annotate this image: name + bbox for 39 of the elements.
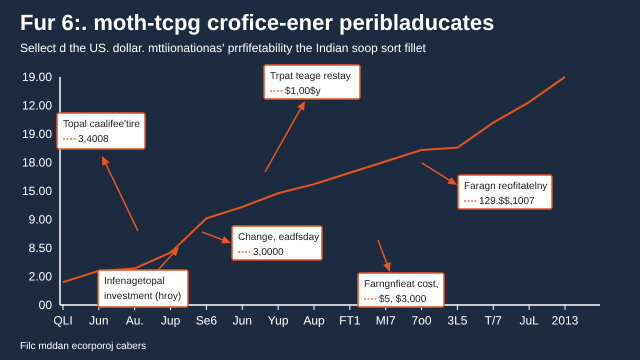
annotation: Faragn reofitatelny bbox=[464, 181, 548, 192]
annotation: $1,00$y bbox=[285, 86, 321, 97]
x-tick-label: 3L5 bbox=[447, 314, 468, 328]
annotation: investment (hroy) bbox=[104, 291, 182, 302]
annotation: Change, eadfsday bbox=[238, 232, 320, 243]
x-tick-label: Jun bbox=[232, 314, 252, 328]
x-tick-label: T/7 bbox=[484, 314, 502, 328]
text: 12.00 bbox=[22, 98, 52, 113]
annotation: $5, $3,000 bbox=[379, 294, 427, 305]
x-tick-label: Aup bbox=[303, 314, 325, 328]
text: Filc mddan ecorporoj cabers bbox=[20, 341, 146, 352]
x-tick-label: FT1 bbox=[339, 314, 361, 328]
x-tick-label: Au. bbox=[126, 314, 144, 328]
x-tick-label: QLI bbox=[53, 314, 73, 328]
annotation: Topal caalifee'tire bbox=[63, 119, 140, 130]
annotation: 129.$$,1007 bbox=[479, 196, 536, 207]
text: 19.00 bbox=[22, 70, 52, 84]
annotation: Infenagetopal bbox=[104, 276, 165, 287]
x-tick-label: JuL bbox=[519, 314, 540, 328]
text: 2.00 bbox=[28, 270, 52, 284]
annotation: 3,4008 bbox=[78, 134, 110, 145]
x-tick-label: 7o0 bbox=[412, 314, 432, 328]
x-tick-label: Jun bbox=[89, 314, 109, 328]
x-tick-label: Se6 bbox=[196, 314, 218, 328]
text: 19.00 bbox=[22, 127, 52, 142]
annotation: 3,0000 bbox=[253, 247, 284, 258]
text: 8.50 bbox=[28, 241, 52, 256]
annotation: Trpat teage restay bbox=[270, 71, 351, 82]
text: 18.00 bbox=[22, 156, 52, 170]
x-tick-label: Yup bbox=[268, 314, 289, 328]
chart-subtitle: Sellect d the US. dollar. mttiionationas' prrfifetability the Indian soop sort fillet bbox=[20, 41, 426, 55]
x-tick-label: 2013 bbox=[552, 314, 579, 328]
x-tick-label: MI7 bbox=[376, 314, 396, 328]
chart-title: Fur 6:. moth-tcpg crofice-ener peribladucates bbox=[20, 10, 494, 35]
annotation: Farngnfieat cost, bbox=[364, 279, 438, 290]
text: 9.00 bbox=[28, 212, 52, 227]
text: 00 bbox=[38, 298, 52, 312]
text: 15.00 bbox=[22, 184, 52, 198]
x-tick-label: Jup bbox=[160, 314, 181, 328]
